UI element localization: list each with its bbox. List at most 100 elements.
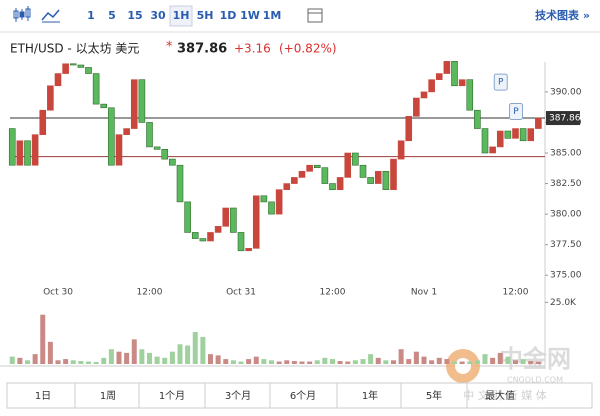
volume-bar: [55, 360, 61, 364]
volume-bar: [322, 357, 328, 364]
volume-bar: [474, 360, 480, 364]
annotation-box: [493, 73, 508, 91]
volume-bar: [276, 361, 282, 364]
watermark-logo-inner: [455, 358, 471, 374]
x-tick-label: Oct 30: [43, 288, 73, 298]
candle: [352, 152, 359, 166]
range-button[interactable]: 3个月: [225, 390, 251, 402]
volume-bar: [25, 360, 30, 364]
volume-bar: [253, 356, 259, 364]
interval-button[interactable]: 1: [87, 9, 95, 22]
settings-icon[interactable]: [307, 8, 323, 23]
range-button[interactable]: 5年: [426, 389, 442, 402]
candle: [138, 79, 146, 123]
candle: [31, 134, 39, 166]
volume-bar: [436, 357, 442, 364]
range-button[interactable]: 1年: [362, 389, 378, 402]
x-tick-label: Oct 31: [226, 288, 256, 298]
candle: [527, 128, 535, 142]
interval-button[interactable]: 1H: [173, 9, 190, 22]
volume-bar: [391, 360, 396, 364]
volume-bar: [162, 357, 168, 364]
last-price-label: 387.86: [549, 114, 581, 124]
y-tick-label: 390.00: [550, 87, 582, 97]
volume-bar: [337, 361, 343, 364]
candle: [184, 201, 191, 233]
range-button[interactable]: 1周: [100, 390, 116, 402]
toolbar: 1 5 15 30 1H 5H 1D 1W 1M 技术图表 »: [0, 0, 600, 33]
candle: [146, 122, 153, 148]
volume-bar: [169, 351, 175, 364]
volume-bar: [131, 339, 137, 364]
candle: [39, 109, 47, 135]
watermark-site: CNGOLD.COM: [507, 376, 563, 385]
candle: [207, 232, 214, 242]
interval-button[interactable]: 5H: [197, 9, 214, 22]
volume-bar: [246, 359, 252, 364]
volume-bar: [528, 361, 534, 364]
candle: [512, 128, 519, 139]
range-button[interactable]: 6个月: [290, 390, 316, 402]
volume-bar: [63, 359, 69, 364]
star: *: [166, 40, 173, 55]
candle: [16, 140, 24, 166]
line-icon[interactable]: [41, 9, 60, 21]
candle: [481, 128, 489, 154]
volume-bar: [482, 354, 488, 364]
volume-bar: [208, 354, 213, 364]
candle-icon[interactable]: [13, 6, 31, 22]
volume-bar: [444, 359, 450, 364]
candle: [344, 152, 352, 178]
candle: [413, 97, 420, 117]
range-button[interactable]: 1日: [35, 391, 51, 402]
volume-bar: [238, 361, 244, 364]
toolbar-bg: [0, 0, 600, 32]
range-button[interactable]: 最大值: [485, 389, 515, 402]
y-tick-label: 375.00: [550, 271, 582, 281]
candle: [435, 73, 443, 80]
volume-bar: [70, 360, 76, 364]
candle: [496, 130, 504, 148]
candle: [176, 164, 184, 203]
interval-button[interactable]: 1W: [240, 9, 260, 22]
volume-bar: [360, 359, 366, 364]
interval-button[interactable]: 5: [108, 9, 116, 22]
volume-bar: [93, 362, 99, 364]
interval-button[interactable]: 30: [150, 9, 166, 22]
volume-bar: [230, 360, 236, 364]
candle: [230, 207, 237, 233]
range-button[interactable]: 1个月: [159, 390, 185, 402]
candle: [382, 171, 390, 190]
watermark-slogan: 中 文 财 新 媒 体: [463, 388, 546, 402]
candle: [191, 232, 199, 239]
watermark: 中金网 CNGOLD.COM 中 文 财 新 媒 体: [446, 345, 571, 402]
volume-bar: [505, 356, 511, 364]
volume-bar: [398, 349, 404, 364]
volume-bar: [108, 349, 114, 364]
candle: [390, 158, 397, 190]
interval-button[interactable]: 1D: [220, 9, 237, 22]
candle: [275, 189, 283, 215]
volume-bar: [330, 359, 335, 364]
candle: [428, 79, 435, 93]
tech-chart-link[interactable]: 技术图表 »: [535, 8, 590, 22]
candle: [359, 164, 367, 178]
candle: [466, 79, 474, 111]
volume-bar: [497, 352, 503, 364]
volume-bar: [185, 345, 191, 364]
volume-bar: [467, 361, 473, 364]
change-pct: (+0.82%): [279, 42, 337, 56]
candle: [291, 177, 298, 184]
candle: [260, 195, 268, 203]
candle: [329, 183, 336, 190]
volume-bar: [413, 351, 419, 364]
candle: [47, 85, 54, 111]
volume-tick-label: 25.0K: [550, 298, 577, 308]
annotation-box: [509, 102, 523, 120]
interval-button[interactable]: 1M: [263, 9, 282, 22]
candle: [130, 79, 138, 129]
volume-bar: [32, 354, 38, 364]
interval-button[interactable]: 15: [127, 9, 142, 22]
volume-bar: [307, 361, 313, 364]
